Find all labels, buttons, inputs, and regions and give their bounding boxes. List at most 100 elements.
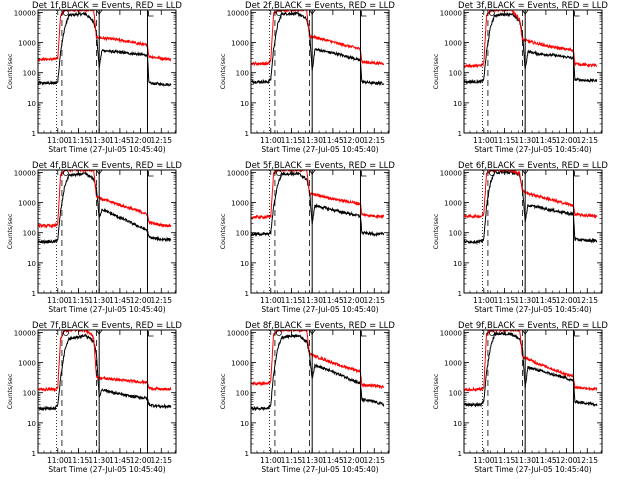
x-tick-label: 12:15 — [363, 296, 385, 305]
panel-title: Det 3f,BLACK = Events, RED = LLD — [458, 1, 608, 11]
x-tick-label: 12:00 — [343, 136, 365, 145]
plot-area — [251, 10, 385, 87]
series-line-events — [251, 170, 385, 238]
marker-flag-corner — [361, 11, 367, 17]
panel-frame — [250, 9, 390, 134]
series-line-lld — [251, 10, 385, 67]
x-tick-label: 11:15 — [494, 456, 516, 465]
y-tick-label: 100 — [449, 230, 462, 238]
y-tick-label: 100 — [23, 390, 36, 398]
chart-panel-2: Det 2f,BLACK = Events, RED = LLD 1 10 100 10… — [219, 1, 395, 154]
plot-area — [251, 170, 385, 238]
y-tick-label: 1000 — [231, 40, 249, 48]
y-tick-label: 1000 — [444, 200, 462, 208]
x-axis-label: Start Time (27-Jul-05 10:45:40) — [474, 305, 591, 314]
x-axis-label: Start Time (27-Jul-05 10:45:40) — [48, 145, 165, 154]
series-line-events — [464, 11, 598, 85]
series-line-lld — [38, 170, 172, 229]
marker-flag-circle — [276, 330, 282, 336]
series-line-lld — [464, 330, 598, 393]
x-axis-label: Start Time (27-Jul-05 10:45:40) — [261, 145, 378, 154]
y-tick-label: 10 — [453, 420, 462, 428]
x-tick-label: 12:00 — [556, 456, 578, 465]
x-tick-label: 11:00 — [473, 136, 495, 145]
x-axis-label: Start Time (27-Jul-05 10:45:40) — [48, 465, 165, 474]
panel-title: Det 6f,BLACK = Events, RED = LLD — [458, 161, 608, 171]
x-tick-label: 11:30 — [514, 296, 536, 305]
x-tick-label: 11:15 — [281, 136, 303, 145]
series-line-events — [251, 11, 385, 87]
plot-area — [464, 330, 598, 408]
chart-panel-9: Det 9f,BLACK = Events, RED = LLD 1 10 100 10… — [432, 321, 608, 474]
y-tick-label: 100 — [236, 230, 249, 238]
y-tick-label: 10 — [453, 100, 462, 108]
plot-area — [464, 170, 598, 246]
x-tick-label: 11:45 — [109, 296, 131, 305]
panel-frame — [463, 9, 603, 134]
marker-flag-circle — [276, 170, 282, 176]
y-tick-label: 1 — [32, 130, 36, 138]
series-line-lld — [251, 330, 384, 390]
x-tick-label: 12:15 — [150, 296, 172, 305]
x-tick-label: 12:15 — [576, 136, 598, 145]
panel-frame — [250, 169, 390, 294]
y-axis-label: Counts/sec — [432, 373, 440, 409]
y-tick-label: 1 — [458, 130, 462, 138]
x-tick-label: 11:00 — [260, 456, 282, 465]
x-tick-label: 11:30 — [88, 456, 110, 465]
marker-flag-corner — [361, 171, 367, 177]
y-tick-label: 100 — [23, 230, 36, 238]
y-tick-label: 100 — [449, 390, 462, 398]
chart-panel-5: Det 5f,BLACK = Events, RED = LLD 1 10 100 10… — [219, 161, 395, 314]
panel-frame — [37, 169, 177, 294]
y-tick-label: 1000 — [18, 200, 36, 208]
x-tick-label: 11:45 — [322, 136, 344, 145]
y-tick-label: 10000 — [227, 9, 249, 17]
x-tick-label: 12:15 — [576, 296, 598, 305]
panel-frame — [463, 329, 603, 454]
x-tick-label: 11:30 — [301, 456, 323, 465]
y-tick-label: 1 — [245, 290, 249, 298]
y-tick-label: 1000 — [444, 40, 462, 48]
x-tick-label: 11:15 — [68, 456, 90, 465]
plot-area — [464, 10, 598, 85]
chart-panel-3: Det 3f,BLACK = Events, RED = LLD 1 10 100 10… — [432, 1, 608, 154]
series-line-events — [38, 11, 172, 87]
y-tick-label: 1000 — [231, 200, 249, 208]
panel-title: Det 8f,BLACK = Events, RED = LLD — [245, 321, 395, 331]
marker-flag-corner — [148, 331, 154, 337]
y-tick-label: 10 — [27, 100, 36, 108]
y-tick-label: 10000 — [440, 329, 462, 337]
y-tick-label: 1 — [458, 290, 462, 298]
y-tick-label: 10 — [27, 260, 36, 268]
y-tick-label: 10 — [27, 420, 36, 428]
series-line-events — [464, 331, 598, 408]
plot-area — [38, 330, 172, 412]
y-axis-label: Counts/sec — [219, 373, 227, 409]
x-tick-label: 12:00 — [556, 296, 578, 305]
marker-flag-circle — [63, 10, 69, 16]
y-tick-label: 10000 — [440, 169, 462, 177]
x-tick-label: 12:15 — [363, 456, 385, 465]
marker-flag-corner — [574, 171, 580, 177]
x-tick-label: 11:00 — [473, 296, 495, 305]
x-tick-label: 12:15 — [576, 456, 598, 465]
panel-title: Det 1f,BLACK = Events, RED = LLD — [32, 1, 182, 11]
y-axis-label: Counts/sec — [6, 53, 14, 89]
panel-frame — [37, 329, 177, 454]
marker-flag-corner — [574, 11, 580, 17]
series-line-events — [251, 333, 385, 412]
y-axis-label: Counts/sec — [6, 213, 14, 249]
series-line-lld — [251, 170, 385, 220]
panel-frame — [463, 169, 603, 294]
y-tick-label: 1000 — [18, 40, 36, 48]
x-tick-label: 11:45 — [109, 456, 131, 465]
y-tick-label: 10 — [453, 260, 462, 268]
y-tick-label: 1 — [245, 450, 249, 458]
y-axis-label: Counts/sec — [432, 53, 440, 89]
series-line-events — [38, 170, 172, 245]
x-tick-label: 11:00 — [260, 136, 282, 145]
series-line-events — [464, 170, 598, 246]
y-axis-label: Counts/sec — [432, 213, 440, 249]
